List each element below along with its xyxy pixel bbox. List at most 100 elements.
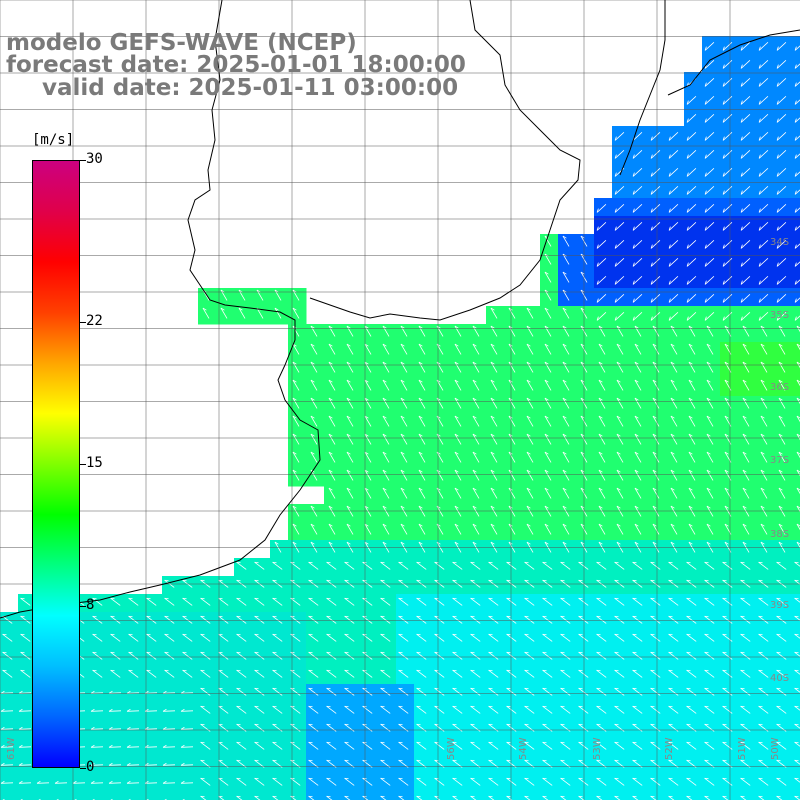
longitude-label: 61W [6,737,17,760]
wind-arrow-head [470,687,475,690]
wind-arrow [670,523,678,535]
wind-arrow [328,415,336,427]
wind-arrow-head [2,633,7,636]
wind-arrow [686,258,697,267]
wind-arrow [778,451,786,463]
wind-arrow-head [634,541,639,545]
wind-arrow-head [722,82,725,87]
wind-arrow [758,705,769,714]
wind-arrow-head [436,523,441,527]
wind-arrow-head [632,705,637,708]
wind-arrow-head [562,415,567,419]
wind-arrow-head [362,615,367,618]
wind-arrow [776,96,787,105]
wind-arrow [416,705,427,714]
wind-arrow-head [310,343,315,347]
wind-arrow [128,615,139,624]
wind-arrow-head [364,343,369,347]
wind-arrow-head [760,505,765,509]
wind-arrow-head [614,298,617,303]
wind-arrow-head [508,541,513,545]
wind-arrow-head [418,469,423,473]
wind-arrow [740,204,751,213]
wind-arrow-head [578,615,583,618]
wind-arrow-head [508,433,513,437]
wind-arrow-head [506,633,511,636]
wind-arrow [400,523,408,535]
wind-arrow-head [668,759,673,762]
wind-arrow [742,433,750,445]
wind-arrow [560,561,571,570]
wind-arrow [650,705,661,714]
wind-arrow [418,469,426,481]
wind-arrow-head [650,633,655,636]
wind-arrow-head [724,469,729,473]
wind-arrow [200,705,211,714]
wind-arrow-head [632,759,637,762]
wind-arrow-head [416,561,421,564]
wind-arrow-head [542,597,547,600]
wind-arrow-head [380,795,385,798]
wind-arrow [364,487,372,499]
wind-arrow [688,343,696,355]
wind-speed-cell [576,792,595,800]
wind-arrow [632,705,643,714]
wind-arrow [688,433,696,445]
wind-arrow [508,307,516,319]
wind-arrow [578,651,589,660]
wind-arrow-head [634,379,639,383]
wind-arrow-head [146,633,151,636]
wind-arrow [652,379,660,391]
wind-arrow [434,561,445,570]
wind-arrow-head [126,690,131,694]
wind-arrow-head [776,705,781,708]
wind-arrow-head [706,451,711,455]
wind-arrow-head [400,451,405,455]
wind-arrow-head [758,759,763,762]
wind-arrow [740,687,751,696]
wind-arrow [578,705,589,714]
wind-arrow [434,651,445,660]
wind-arrow-head [668,208,671,213]
wind-arrow-head [778,325,783,329]
wind-arrow-head [668,154,671,159]
wind-arrow [398,759,409,768]
wind-arrow [758,204,769,213]
wind-arrow [578,561,589,570]
wind-arrow-head [670,361,675,365]
wind-arrow [776,741,787,750]
wind-arrow [146,669,157,678]
wind-arrow [274,307,282,319]
wind-arrow-head [470,669,475,672]
wind-arrow [776,633,787,642]
wind-arrow [292,415,300,427]
wind-arrow-head [490,541,495,545]
wind-arrow [634,523,642,535]
wind-speed-cell [792,558,800,577]
wind-arrow [236,615,247,624]
wind-arrow-head [328,433,333,437]
wind-arrow [364,361,372,373]
wind-arrow-head [308,723,313,726]
wind-arrow [310,325,318,337]
wind-arrow-head [578,651,583,654]
wind-arrow [364,523,372,535]
wind-arrow [506,705,517,714]
wind-arrow-head [724,415,729,419]
longitude-label: 54W [518,737,529,760]
wind-arrow [742,505,750,517]
wind-arrow-head [508,451,513,455]
wind-arrow-head [542,561,547,564]
wind-arrow-head [328,487,333,491]
wind-arrow-head [776,136,779,141]
wind-speed-cell [108,792,127,800]
wind-arrow [776,186,787,195]
wind-arrow [526,325,534,337]
wind-arrow [668,651,679,660]
valid-date: valid date: 2025-01-11 03:00:00 [42,75,459,101]
wind-arrow-head [742,505,747,509]
wind-arrow-head [362,669,367,672]
wind-arrow-head [722,687,727,690]
wind-arrow-head [2,651,7,654]
wind-arrow-head [344,687,349,690]
